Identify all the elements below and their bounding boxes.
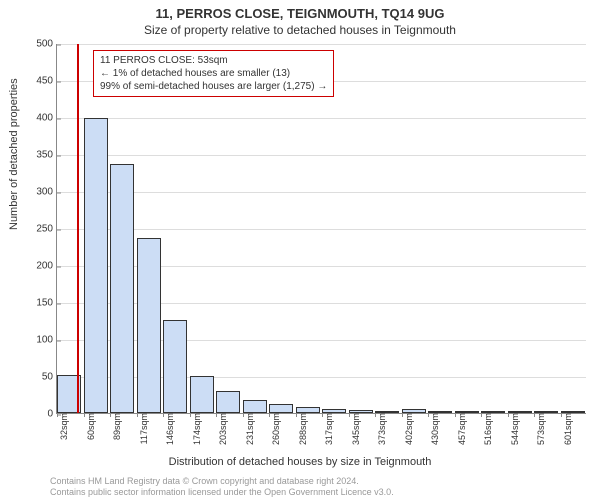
y-tick-label: 400 xyxy=(36,113,57,124)
y-tick-label: 250 xyxy=(36,224,57,235)
y-tick-label: 0 xyxy=(47,409,57,420)
x-tick-label: 288sqm xyxy=(296,413,308,445)
sub-title: Size of property relative to detached ho… xyxy=(0,21,600,41)
x-tick-label: 32sqm xyxy=(57,413,69,440)
x-tick-label: 373sqm xyxy=(375,413,387,445)
x-tick-label: 260sqm xyxy=(269,413,281,445)
footer-attribution: Contains HM Land Registry data © Crown c… xyxy=(50,476,394,498)
histogram-bar xyxy=(84,118,108,413)
y-tick-label: 450 xyxy=(36,76,57,87)
main-title: 11, PERROS CLOSE, TEIGNMOUTH, TQ14 9UG xyxy=(0,0,600,21)
property-marker-line xyxy=(77,44,79,413)
histogram-bar xyxy=(137,238,161,413)
gridline-h xyxy=(57,44,586,45)
y-tick-label: 500 xyxy=(36,39,57,50)
x-tick-label: 146sqm xyxy=(163,413,175,445)
x-tick-label: 231sqm xyxy=(243,413,255,445)
y-axis-label: Number of detached properties xyxy=(8,78,20,230)
x-tick-label: 89sqm xyxy=(110,413,122,440)
histogram-bar xyxy=(243,400,267,413)
x-tick-label: 544sqm xyxy=(508,413,520,445)
histogram-bar xyxy=(190,376,214,413)
y-tick-label: 350 xyxy=(36,150,57,161)
x-tick-label: 516sqm xyxy=(481,413,493,445)
chart-plot-area: 05010015020025030035040045050032sqm60sqm… xyxy=(56,44,586,414)
histogram-bar xyxy=(110,164,134,413)
gridline-h xyxy=(57,229,586,230)
x-tick-label: 573sqm xyxy=(534,413,546,445)
x-tick-label: 317sqm xyxy=(322,413,334,445)
gridline-h xyxy=(57,192,586,193)
histogram-bar xyxy=(163,320,187,413)
histogram-bar xyxy=(216,391,240,413)
gridline-h xyxy=(57,118,586,119)
x-tick-label: 601sqm xyxy=(561,413,573,445)
x-tick-label: 457sqm xyxy=(455,413,467,445)
y-tick-label: 150 xyxy=(36,298,57,309)
y-tick-label: 50 xyxy=(42,372,57,383)
info-box-line: 11 PERROS CLOSE: 53sqm xyxy=(100,54,327,67)
x-axis-label: Distribution of detached houses by size … xyxy=(0,456,600,468)
x-tick-label: 117sqm xyxy=(137,413,149,444)
x-tick-label: 174sqm xyxy=(190,413,202,445)
x-tick-label: 402sqm xyxy=(402,413,414,445)
gridline-h xyxy=(57,155,586,156)
y-tick-label: 100 xyxy=(36,335,57,346)
info-box-line: 99% of semi-detached houses are larger (… xyxy=(100,80,327,93)
y-tick-label: 300 xyxy=(36,187,57,198)
y-tick-label: 200 xyxy=(36,261,57,272)
x-tick-label: 203sqm xyxy=(216,413,228,445)
histogram-bar xyxy=(269,404,293,413)
footer-line-1: Contains HM Land Registry data © Crown c… xyxy=(50,476,394,487)
footer-line-2: Contains public sector information licen… xyxy=(50,487,394,498)
info-box: 11 PERROS CLOSE: 53sqm← 1% of detached h… xyxy=(93,50,334,97)
x-tick-label: 60sqm xyxy=(84,413,96,440)
x-tick-label: 345sqm xyxy=(349,413,361,445)
x-tick-label: 430sqm xyxy=(428,413,440,445)
info-box-line: ← 1% of detached houses are smaller (13) xyxy=(100,67,327,80)
